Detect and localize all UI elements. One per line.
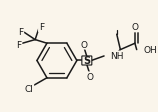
Text: OH: OH <box>144 46 158 55</box>
FancyBboxPatch shape <box>82 56 92 65</box>
Text: O: O <box>131 23 138 32</box>
Text: F: F <box>16 40 21 49</box>
Text: S: S <box>83 56 90 66</box>
Text: Cl: Cl <box>24 84 33 93</box>
Text: F: F <box>18 28 23 37</box>
Text: O: O <box>86 73 93 82</box>
Text: F: F <box>39 23 44 32</box>
Text: O: O <box>81 40 88 49</box>
Text: NH: NH <box>110 52 124 61</box>
